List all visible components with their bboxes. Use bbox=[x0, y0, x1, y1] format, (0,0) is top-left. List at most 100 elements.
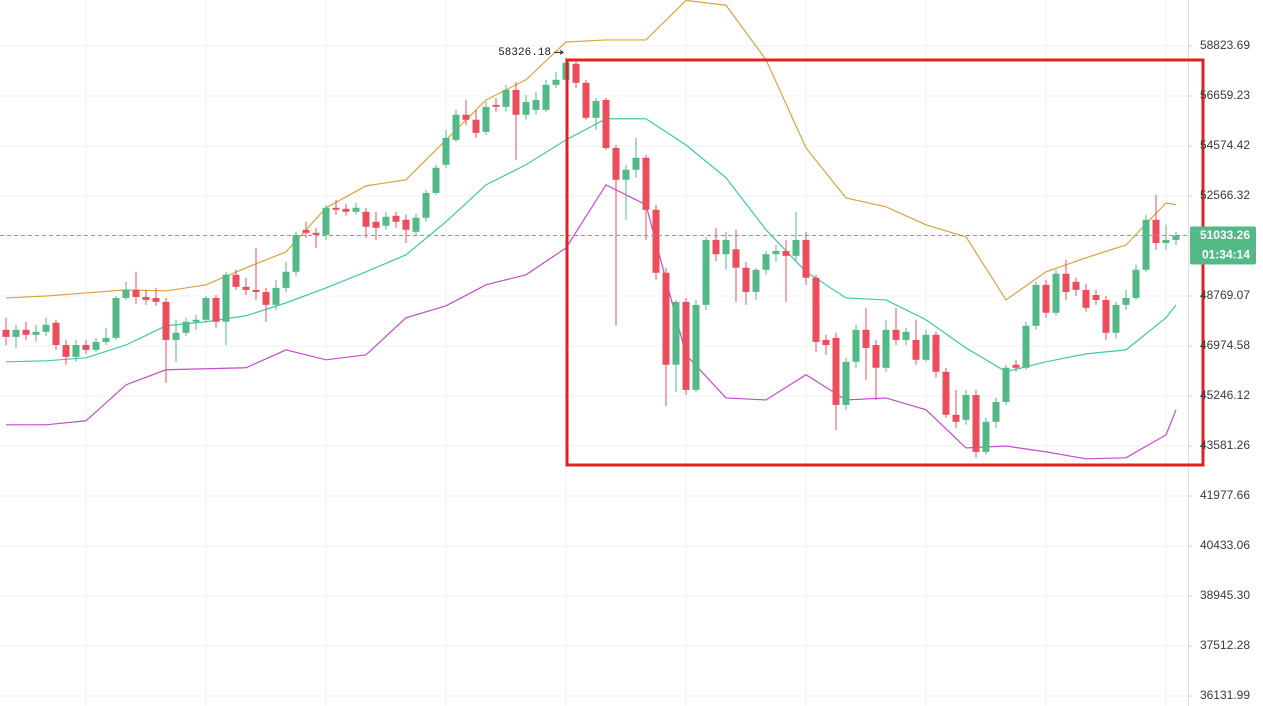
candle-body bbox=[752, 269, 760, 292]
candle-body bbox=[832, 337, 840, 405]
candle-body bbox=[142, 296, 150, 300]
candle-body bbox=[412, 217, 420, 232]
countdown-label: 01:34:14 bbox=[1202, 248, 1250, 262]
band-line bbox=[5, 0, 1177, 301]
candle-body bbox=[1152, 219, 1160, 243]
candle-body bbox=[852, 329, 860, 362]
candle-body bbox=[1102, 299, 1110, 333]
y-tick-label: 38945.30 bbox=[1200, 588, 1250, 602]
candle-body bbox=[672, 301, 680, 365]
candle-body bbox=[212, 297, 220, 322]
candle-body bbox=[902, 331, 910, 340]
candle-body bbox=[382, 216, 390, 226]
candle-body bbox=[372, 221, 380, 228]
candle-body bbox=[1022, 325, 1030, 368]
last-price-label: 51033.26 bbox=[1200, 228, 1250, 242]
candle-body bbox=[942, 371, 950, 415]
candle-body bbox=[922, 334, 930, 360]
candle-body bbox=[642, 157, 650, 210]
candle-body bbox=[612, 147, 620, 180]
candle-body bbox=[862, 329, 870, 348]
candle-body bbox=[802, 239, 810, 278]
candle-body bbox=[132, 289, 140, 297]
candle-body bbox=[622, 169, 630, 180]
candle-body bbox=[652, 209, 660, 273]
candle-body bbox=[1162, 239, 1170, 243]
candle-body bbox=[172, 332, 180, 340]
candle-body bbox=[632, 157, 640, 170]
candle-body bbox=[1002, 367, 1010, 402]
candle-body bbox=[1012, 364, 1020, 368]
candle-body bbox=[252, 289, 260, 292]
candle-body bbox=[532, 99, 540, 110]
last-price-tag bbox=[1190, 226, 1256, 265]
candle-body bbox=[102, 337, 110, 342]
candle-body bbox=[162, 301, 170, 340]
candle-body bbox=[732, 249, 740, 268]
candle-body bbox=[762, 254, 770, 270]
candle-body bbox=[842, 361, 850, 405]
candle-body bbox=[472, 119, 480, 133]
candle-body bbox=[772, 250, 780, 255]
candle-body bbox=[262, 291, 270, 305]
candle-body bbox=[722, 239, 730, 255]
grid bbox=[0, 0, 1188, 706]
candle-body bbox=[712, 239, 720, 255]
candle-body bbox=[582, 82, 590, 118]
band-line bbox=[6, 184, 1177, 460]
candle-body bbox=[572, 63, 580, 83]
y-tick-label: 54574.42 bbox=[1200, 138, 1250, 152]
candle-body bbox=[1122, 297, 1130, 305]
candle-body bbox=[422, 192, 430, 218]
candle-body bbox=[12, 329, 20, 337]
y-tick-label: 40433.06 bbox=[1200, 538, 1250, 552]
candle-body bbox=[702, 239, 710, 305]
candle-body bbox=[502, 89, 510, 107]
candle-body bbox=[92, 341, 100, 350]
y-tick-label: 43581.26 bbox=[1200, 438, 1250, 452]
candle-body bbox=[32, 331, 40, 335]
y-tick-label: 45246.12 bbox=[1200, 388, 1250, 402]
candle-body bbox=[692, 304, 700, 390]
candle-body bbox=[72, 344, 80, 357]
candle-body bbox=[232, 274, 240, 287]
candle-body bbox=[402, 219, 410, 230]
candle-body bbox=[292, 234, 300, 272]
candle-body bbox=[822, 339, 830, 345]
candle-body bbox=[482, 106, 490, 132]
highlight-box bbox=[565, 58, 1205, 467]
candle-body bbox=[782, 250, 790, 256]
candle-body bbox=[362, 211, 370, 227]
candle-body bbox=[52, 322, 60, 345]
candle-body bbox=[332, 207, 340, 210]
candle-body bbox=[682, 301, 690, 390]
candle-body bbox=[432, 167, 440, 193]
candle-body bbox=[22, 329, 30, 335]
y-tick-label: 41977.66 bbox=[1200, 488, 1250, 502]
high-annotation: 58326.18 bbox=[498, 47, 551, 59]
candle-body bbox=[872, 344, 880, 368]
y-tick-label: 58823.69 bbox=[1200, 38, 1250, 52]
candle-body bbox=[982, 421, 990, 452]
candle-body bbox=[272, 287, 280, 305]
candle-body bbox=[492, 104, 500, 107]
candle-body bbox=[322, 207, 330, 235]
candle-body bbox=[1062, 273, 1070, 292]
candle-body bbox=[792, 239, 800, 256]
candle-body bbox=[602, 99, 610, 148]
candle-body bbox=[442, 137, 450, 165]
candle-body bbox=[82, 344, 90, 350]
candle-body bbox=[972, 395, 980, 452]
candle-body bbox=[342, 208, 350, 212]
candle-body bbox=[522, 101, 530, 115]
candle-body bbox=[192, 319, 200, 322]
candle-body bbox=[552, 79, 560, 85]
candle-body bbox=[1042, 284, 1050, 313]
candle-body bbox=[932, 334, 940, 372]
band-line bbox=[5, 118, 1177, 373]
candle-body bbox=[1172, 235, 1180, 240]
candle-body bbox=[812, 277, 820, 342]
y-tick-label: 56659.23 bbox=[1200, 88, 1250, 102]
